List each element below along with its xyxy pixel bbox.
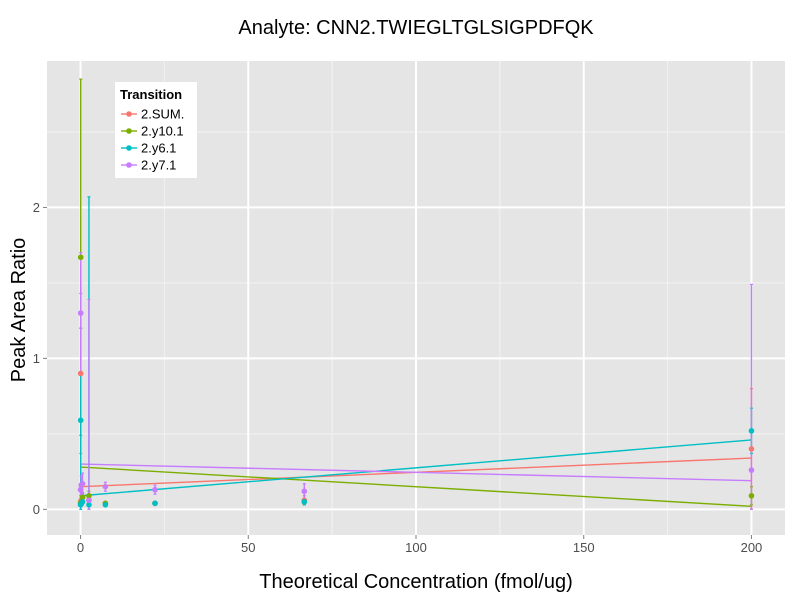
fit-line-3 <box>80 463 752 482</box>
data-point <box>301 498 308 505</box>
y-axis: 0 1 2 <box>33 200 47 517</box>
fit-lines <box>80 439 752 508</box>
fit-line-2 <box>80 439 752 497</box>
data-point <box>301 488 308 495</box>
data-point <box>79 494 86 501</box>
y-axis-label: Peak Area Ratio <box>8 238 30 383</box>
legend-items: 2.SUM. 2.y10.1 2.y6.1 2.y7.1 <box>121 107 184 173</box>
x-tick-label: 200 <box>741 540 763 555</box>
x-tick-label: 50 <box>241 540 255 555</box>
data-point <box>748 492 755 499</box>
legend-title: Transition <box>120 87 182 102</box>
legend-label: 2.y7.1 <box>141 158 176 173</box>
y-tick-label: 0 <box>33 502 40 517</box>
legend-label: 2.y10.1 <box>141 124 184 139</box>
data-point <box>77 254 84 261</box>
data-point <box>77 370 84 377</box>
legend-label: 2.SUM. <box>141 107 184 122</box>
data-point <box>79 498 86 505</box>
legend: Transition 2.SUM. 2.y10.1 2.y6.1 2.y7.1 <box>115 82 197 178</box>
data-point <box>77 486 84 493</box>
data-point <box>86 502 92 508</box>
legend-key-point <box>126 111 132 117</box>
x-tick-label: 100 <box>405 540 427 555</box>
data-point <box>86 497 92 504</box>
fit-line-1 <box>80 466 752 508</box>
data-point <box>102 502 109 508</box>
y-tick-label: 1 <box>33 351 40 366</box>
x-tick-label: 0 <box>77 540 84 555</box>
data-point <box>86 492 92 499</box>
data-point <box>102 483 109 490</box>
data-point <box>152 500 158 507</box>
y-tick-label: 2 <box>33 200 40 215</box>
x-axis: 0 50 100 150 200 <box>77 535 762 555</box>
data-point <box>152 486 158 493</box>
data-point <box>79 480 86 487</box>
data-point <box>77 310 84 316</box>
x-axis-label: Theoretical Concentration (fmol/ug) <box>259 571 572 593</box>
data-point <box>748 428 755 434</box>
data-point <box>748 467 755 473</box>
legend-label: 2.y6.1 <box>141 141 176 156</box>
legend-key-point <box>126 128 132 134</box>
x-tick-label: 150 <box>573 540 595 555</box>
legend-key-point <box>126 145 132 151</box>
data-points <box>77 254 755 508</box>
chart-title: Analyte: CNN2.TWIEGLTGLSIGPDFQK <box>238 17 594 39</box>
legend-key-point <box>126 162 132 168</box>
data-point <box>748 446 755 452</box>
data-point <box>77 417 84 424</box>
